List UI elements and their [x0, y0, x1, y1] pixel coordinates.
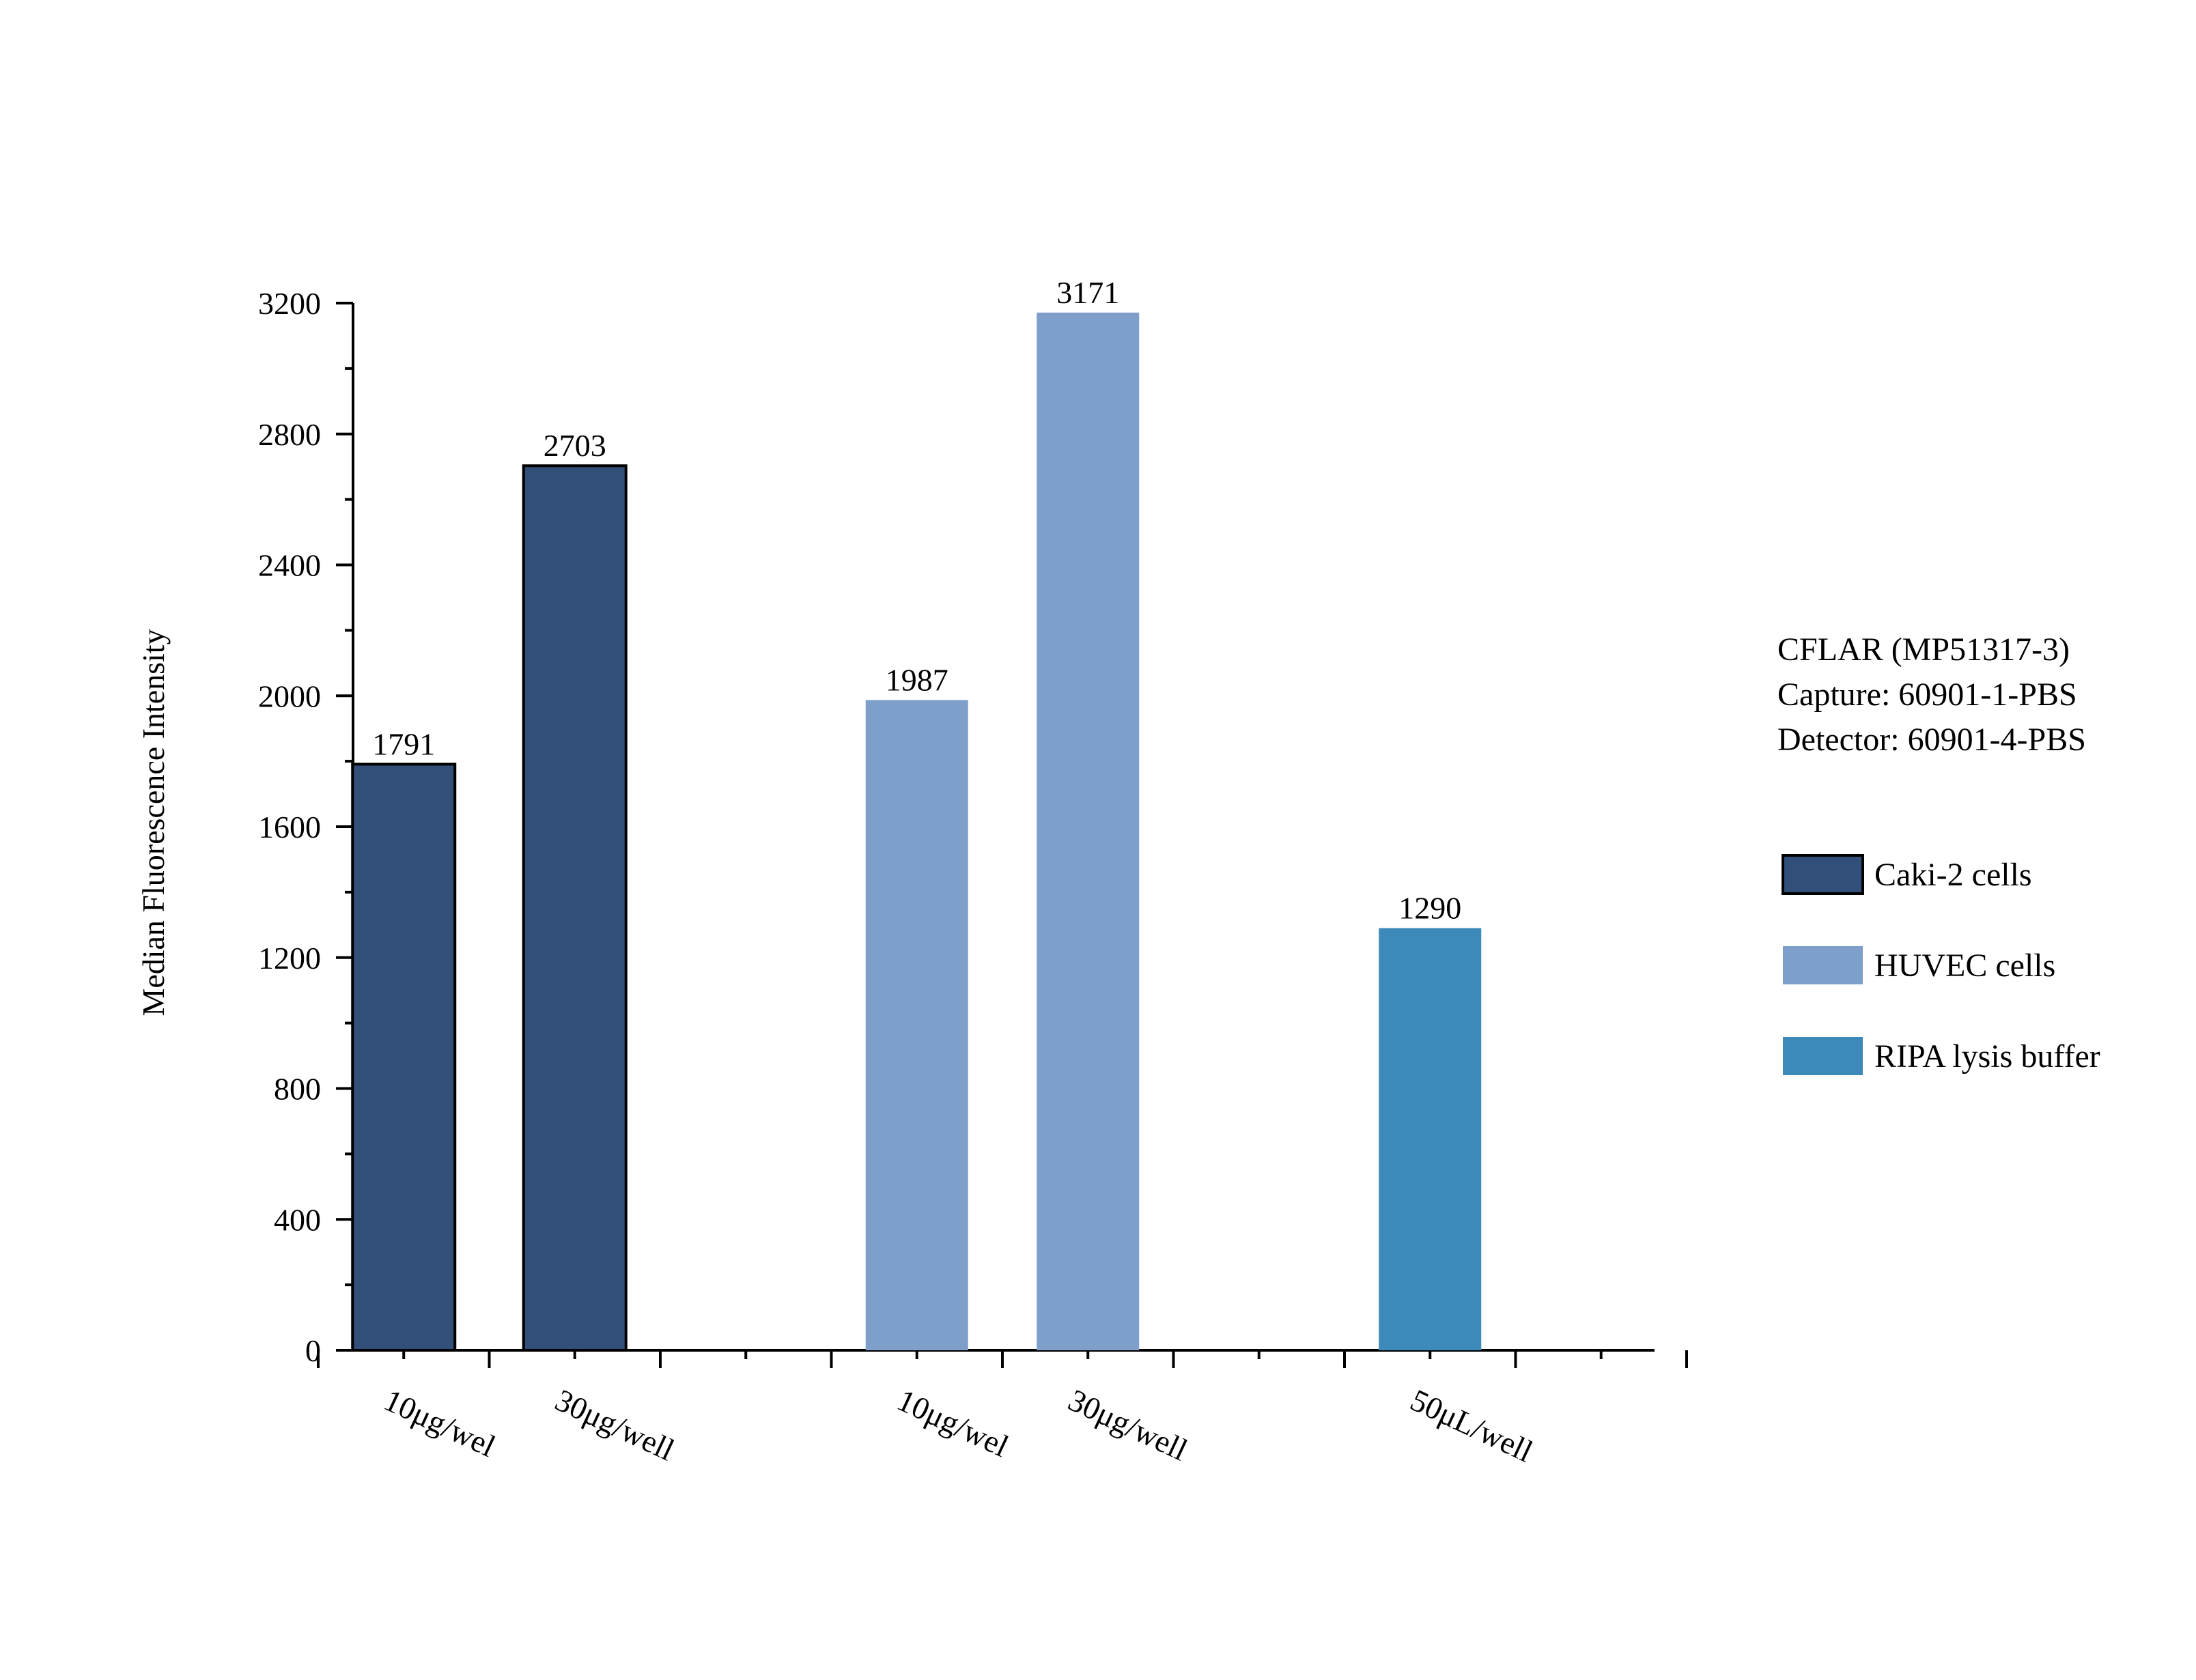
bars — [351, 312, 1482, 1352]
y-tick-label: 3200 — [258, 286, 321, 321]
x-category-label: 50μL/well — [1405, 1382, 1538, 1469]
legend-label: RIPA lysis buffer — [1874, 1038, 2100, 1074]
y-tick-label: 800 — [274, 1072, 321, 1107]
x-category-label: 10μg/wel — [379, 1382, 501, 1464]
bar — [522, 464, 628, 1352]
x-category-label: 10μg/wel — [892, 1382, 1014, 1464]
bar — [1379, 928, 1482, 1350]
x-category-labels: 10μg/wel 30μg/well 10μg/wel 30μg/well 50μL/w… — [379, 1382, 1538, 1469]
y-tick-label: 2000 — [258, 679, 321, 713]
x-category-label: 30μg/well — [550, 1382, 680, 1468]
y-tick-label: 1600 — [258, 810, 321, 844]
bar-value-label: 2703 — [544, 428, 606, 463]
legend: Caki-2 cells HUVEC cells RIPA lysis buffer — [1782, 854, 2100, 1075]
bar — [865, 700, 968, 1350]
y-tick-label: 2400 — [258, 548, 321, 583]
legend-label: HUVEC cells — [1874, 948, 2055, 984]
value-labels: 1791 2703 1987 3171 1290 — [372, 275, 1461, 926]
annotation-line-1: CFLAR (MP51317-3) — [1777, 631, 2070, 668]
bar-value-label: 1791 — [372, 726, 435, 761]
chart-annotation: CFLAR (MP51317-3) Capture: 60901-1-PBS D… — [1777, 631, 2086, 758]
bar — [1037, 312, 1140, 1351]
legend-swatch — [1783, 1037, 1863, 1075]
legend-swatch — [1783, 946, 1863, 984]
bar-value-label: 3171 — [1056, 275, 1119, 310]
annotation-line-3: Detector: 60901-4-PBS — [1777, 722, 2086, 758]
y-tick-label: 1200 — [258, 941, 321, 976]
bar-value-label: 1987 — [886, 662, 948, 697]
x-category-label: 30μg/well — [1063, 1382, 1193, 1468]
annotation-line-2: Capture: 60901-1-PBS — [1777, 677, 2077, 713]
legend-swatch — [1782, 854, 1864, 895]
y-axis-label: Median Fluorescence Intensity — [136, 629, 171, 1016]
bar — [351, 763, 457, 1352]
bar-value-label: 1290 — [1398, 891, 1461, 926]
y-tick-label: 2800 — [258, 417, 321, 452]
y-tick-label: 400 — [274, 1202, 321, 1237]
legend-label: Caki-2 cells — [1874, 857, 2032, 893]
